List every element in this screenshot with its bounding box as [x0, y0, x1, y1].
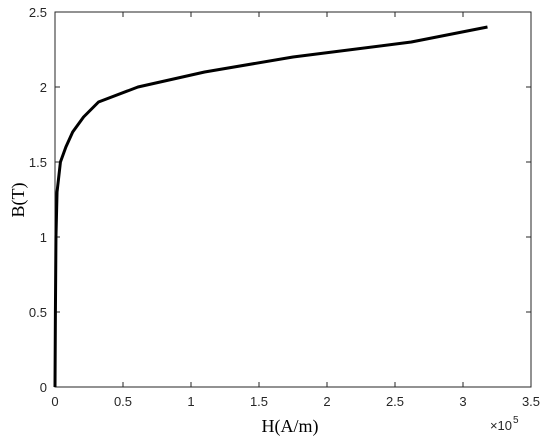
data-line: [53, 25, 488, 388]
x-tick-label: 0: [51, 394, 58, 409]
plot-area: [54, 11, 532, 388]
x-tick-label: 1.5: [250, 394, 268, 409]
x-tick-label: 1: [187, 394, 194, 409]
x-multiplier-exponent: 5: [513, 415, 519, 426]
x-axis-label: H(A/m): [262, 416, 319, 437]
x-multiplier: ×10: [490, 418, 512, 433]
y-tick-label: 1: [40, 230, 47, 245]
x-tick-label: 2: [323, 394, 330, 409]
y-tick-label: 2: [40, 80, 47, 95]
x-tick-label: 2.5: [386, 394, 404, 409]
y-tick-label: 0.5: [29, 305, 47, 320]
y-tick-label: 2.5: [29, 5, 47, 20]
y-axis-label: B(T): [8, 183, 29, 218]
x-tick-label: 0.5: [114, 394, 132, 409]
x-tick-label: 3: [459, 394, 466, 409]
y-tick-label: 1.5: [29, 155, 47, 170]
x-tick-label: 3.5: [522, 394, 540, 409]
y-tick-label: 0: [40, 380, 47, 395]
